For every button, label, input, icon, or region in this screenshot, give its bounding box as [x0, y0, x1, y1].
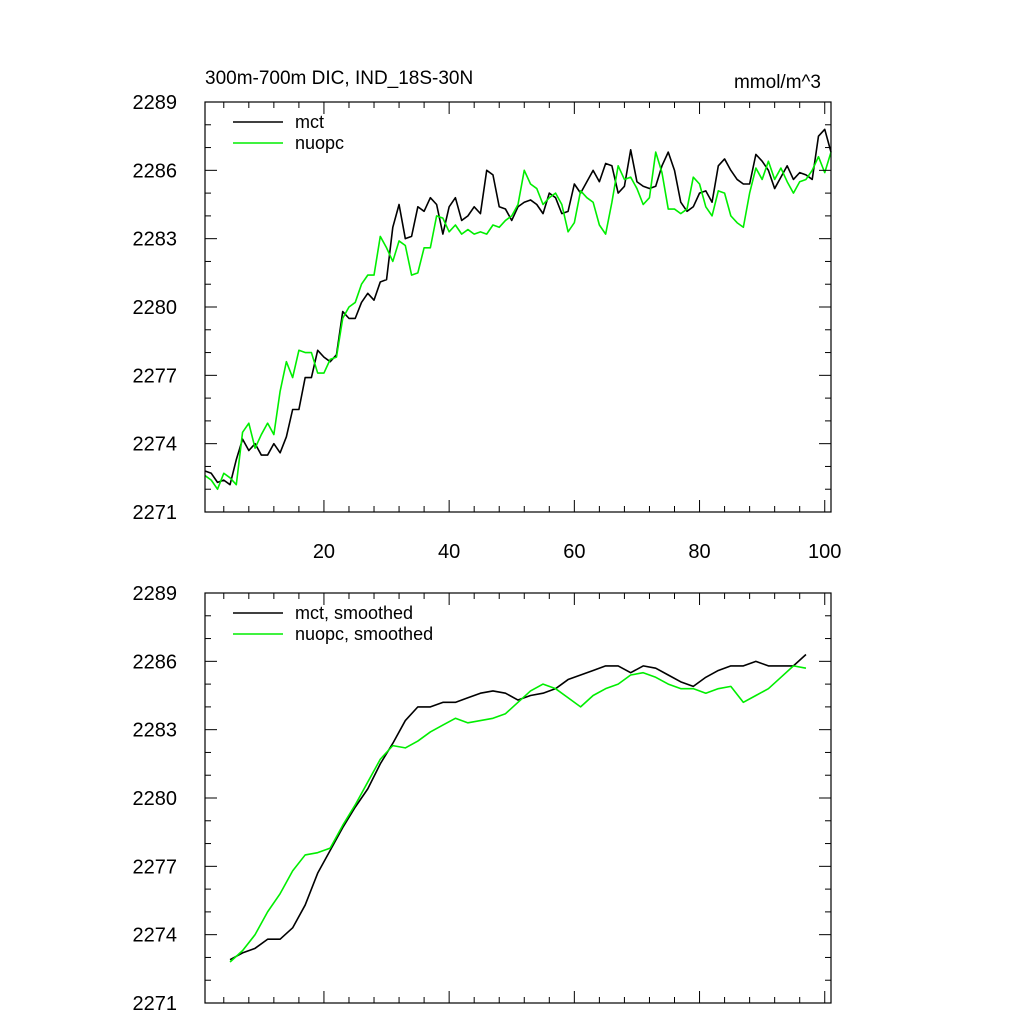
panels: 2271 2274 2277 2280 2283 2286 2289 20 40 60 80 100 3… [133, 68, 842, 1015]
legend-label: nuopc [295, 133, 344, 153]
units-label: mmol/m^3 [734, 72, 821, 93]
y-tick-label: 2274 [133, 925, 178, 947]
legend-label: mct [295, 112, 324, 132]
legend-label: mct, smoothed [295, 603, 413, 623]
x-tick-label: 40 [438, 541, 460, 563]
y-tick-label: 2286 [133, 160, 178, 182]
y-tick-label: 2286 [133, 651, 178, 673]
series-line-nuopc-smoothed [229, 665, 807, 963]
y-tick-label: 2271 [133, 502, 178, 524]
series-line-mct [204, 128, 832, 486]
x-tick-label: 60 [563, 541, 585, 563]
chart-title: 300m-700m DIC, IND_18S-30N [205, 68, 473, 89]
x-tick-label: 100 [808, 541, 841, 563]
chart-panel-1: 2271 2274 2277 2280 2283 2286 2289 20 40 60 80 100 3… [133, 68, 842, 563]
y-tick-label: 2289 [133, 92, 178, 114]
x-tick-label: 80 [688, 541, 710, 563]
y-tick-label: 2280 [133, 788, 178, 810]
y-tick-label: 2283 [133, 720, 178, 742]
y-tick-label: 2271 [133, 993, 178, 1015]
y-tick-label: 2274 [133, 434, 178, 456]
series-line-nuopc [204, 151, 832, 491]
chart-panel-2: 2271 2274 2277 2280 2283 2286 2289 mct, smoothe… [133, 583, 832, 1015]
y-tick-label: 2277 [133, 856, 178, 878]
x-tick-label: 20 [313, 541, 335, 563]
y-tick-label: 2289 [133, 583, 178, 605]
legend-label: nuopc, smoothed [295, 624, 433, 644]
y-tick-label: 2280 [133, 297, 178, 319]
y-tick-label: 2283 [133, 229, 178, 251]
series-line-mct-smoothed [229, 653, 807, 961]
y-tick-label: 2277 [133, 365, 178, 387]
